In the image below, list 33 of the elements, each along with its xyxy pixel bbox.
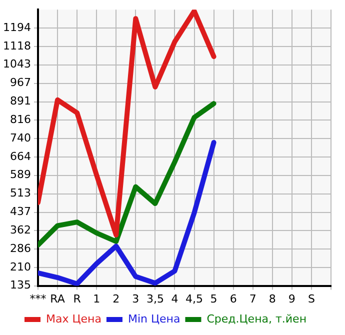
y-tick-label: 437 <box>10 205 31 218</box>
x-tick-label: 5 <box>210 292 218 306</box>
y-tick-label: 513 <box>10 186 31 200</box>
x-tick-label: S <box>308 292 315 306</box>
y-tick-label: 1194 <box>2 20 31 34</box>
x-tick-label: 9 <box>288 292 296 306</box>
x-tick-label: *** <box>30 292 47 306</box>
x-tick-label: 4 <box>171 292 178 306</box>
y-tick-label: 589 <box>10 168 31 182</box>
y-tick-label: 664 <box>10 150 31 163</box>
y-tick-label: 816 <box>10 112 31 126</box>
x-tick-label: 6 <box>230 292 237 306</box>
x-tick-label: 2 <box>112 292 120 306</box>
y-tick-label: 286 <box>10 242 31 255</box>
y-tick-label: 967 <box>10 76 31 90</box>
x-tick-label: R <box>73 292 82 306</box>
y-tick-label: 1043 <box>2 58 31 71</box>
x-tick-label: 3 <box>132 292 140 306</box>
x-tick-label: 7 <box>249 292 256 306</box>
x-tick-label: 8 <box>268 292 276 306</box>
y-tick-label: 740 <box>10 131 31 144</box>
x-tick-label: RA <box>50 292 66 306</box>
legend-label: Min Цена <box>128 312 180 326</box>
y-tick-label: 135 <box>10 278 31 292</box>
x-tick-label: 1 <box>93 292 100 306</box>
y-tick-label: 1118 <box>2 39 31 52</box>
x-tick-label: 3,5 <box>146 292 164 306</box>
legend-label: Сред.Цена, т.йен <box>206 312 307 326</box>
x-tick-label: 4,5 <box>186 292 204 306</box>
legend-label: Max Цена <box>46 312 102 326</box>
y-tick-label: 362 <box>10 223 31 236</box>
y-tick-label: 891 <box>10 94 31 108</box>
y-tick-label: 210 <box>10 260 31 274</box>
